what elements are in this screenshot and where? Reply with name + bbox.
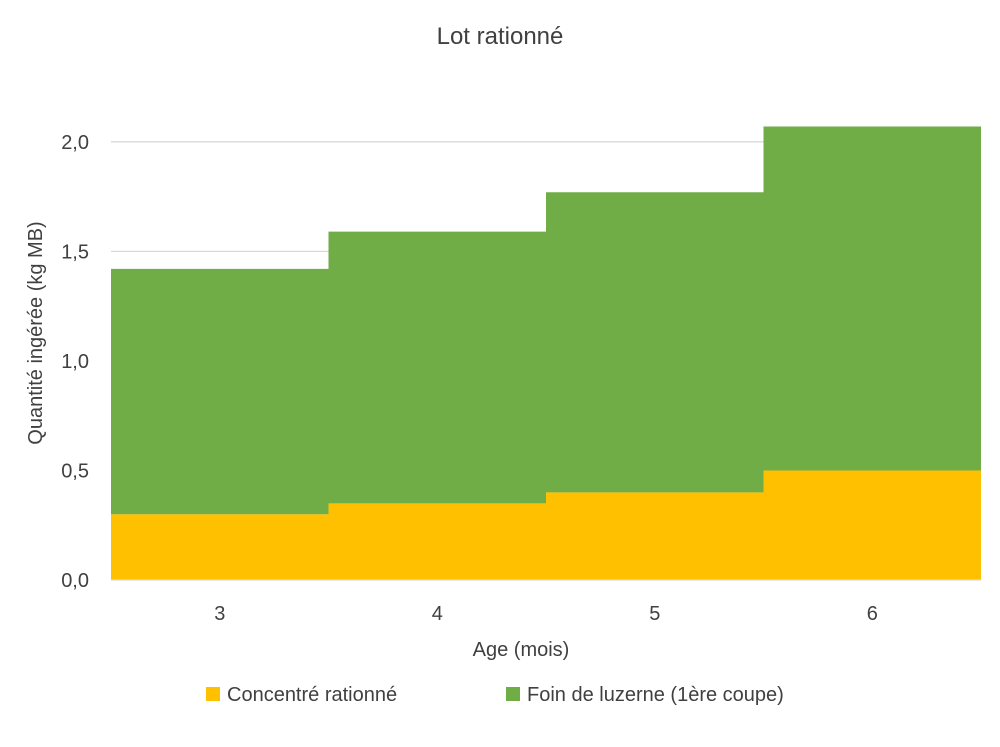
legend-label: Concentré rationné <box>227 684 397 706</box>
legend-label: Foin de luzerne (1ère coupe) <box>527 684 784 706</box>
x-tick-label: 5 <box>649 603 660 625</box>
y-tick-label: 2,0 <box>61 132 89 154</box>
y-tick-label: 1,0 <box>61 351 89 373</box>
legend: Concentré rationné Foin de luzerne (1ère … <box>206 684 784 706</box>
x-axis-title: Age (mois) <box>473 639 570 661</box>
area-series-1 <box>111 470 981 580</box>
y-tick-labels: 0,0 0,5 1,0 1,5 2,0 <box>61 132 89 592</box>
y-tick-label: 0,0 <box>61 570 89 592</box>
plot-areas <box>111 126 981 580</box>
x-tick-label: 6 <box>867 603 878 625</box>
legend-swatch <box>506 687 520 701</box>
legend-item: Concentré rationné <box>206 684 397 706</box>
legend-swatch <box>206 687 220 701</box>
area-series-2 <box>111 126 981 515</box>
x-tick-labels: 3 4 5 6 <box>214 603 878 625</box>
y-tick-label: 1,5 <box>61 241 89 263</box>
chart-title: Lot rationné <box>437 23 564 50</box>
legend-item: Foin de luzerne (1ère coupe) <box>506 684 784 706</box>
x-tick-label: 4 <box>432 603 443 625</box>
x-tick-label: 3 <box>214 603 225 625</box>
y-tick-label: 0,5 <box>61 460 89 482</box>
y-axis-title: Quantité ingérée (kg MB) <box>25 221 47 444</box>
